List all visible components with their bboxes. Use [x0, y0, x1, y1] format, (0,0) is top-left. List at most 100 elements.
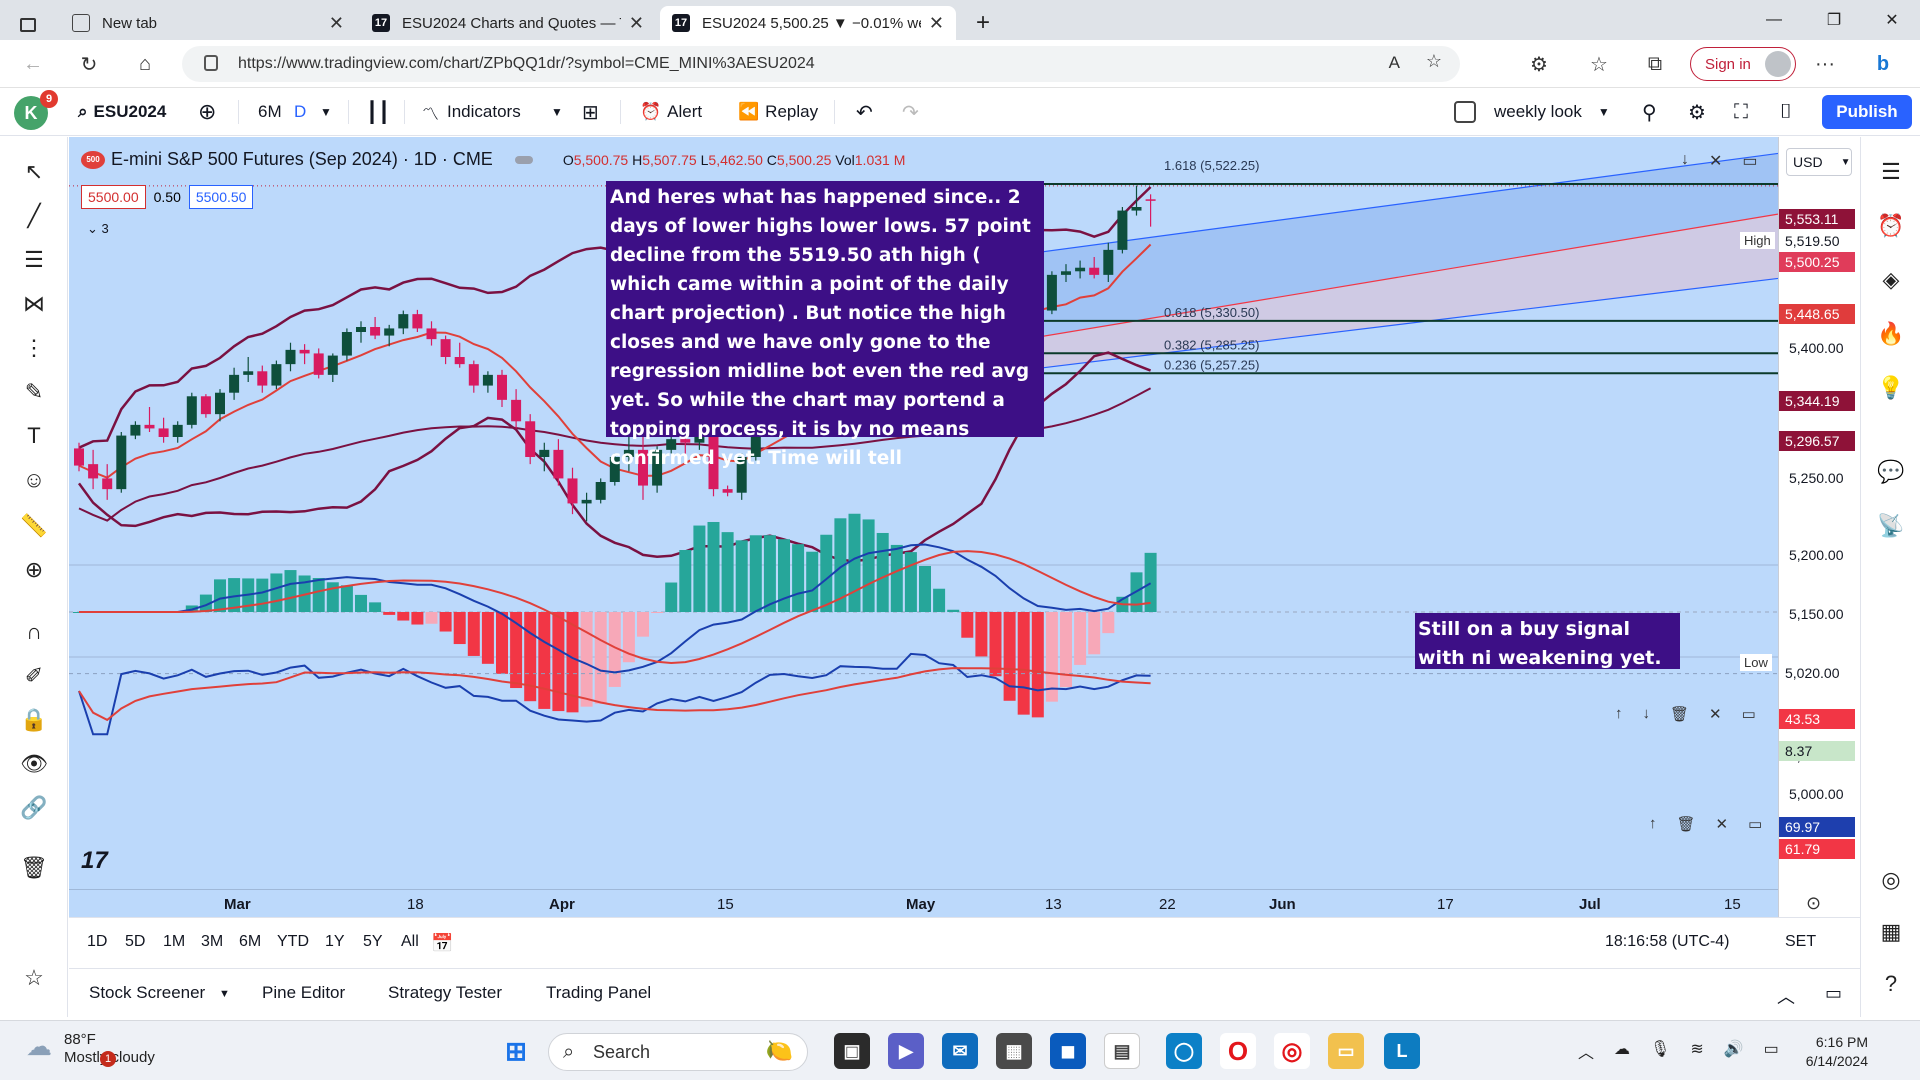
text-icon[interactable]: T: [27, 423, 41, 448]
volume-icon[interactable]: 🔊: [1723, 1041, 1744, 1058]
range-button-1y[interactable]: 1Y: [325, 933, 345, 950]
pattern-icon[interactable]: ⋈: [23, 291, 45, 316]
symbol-search[interactable]: ⌕ ESU2024: [78, 88, 166, 136]
chevron-down-icon[interactable]: ▼: [219, 988, 230, 1000]
close-icon[interactable]: ✕: [328, 12, 344, 33]
ruler-icon[interactable]: 📏: [20, 513, 48, 538]
trash-icon[interactable]: 🗑: [1670, 706, 1690, 723]
favorites-icon[interactable]: ☆: [1590, 53, 1608, 76]
compare-symbol-icon[interactable]: ⊕: [198, 99, 217, 124]
goto-date-icon[interactable]: 📅: [431, 933, 454, 953]
forecast-icon[interactable]: ⋮: [23, 335, 45, 360]
store-icon[interactable]: ◼: [1050, 1033, 1086, 1069]
currency-select[interactable]: USD ▼: [1786, 148, 1852, 176]
trend-line-icon[interactable]: ╱: [27, 203, 41, 228]
range-button-3m[interactable]: 3M: [201, 933, 224, 950]
collapse-panel-icon[interactable]: ︿: [1777, 987, 1795, 1007]
launcher-icon[interactable]: L: [1384, 1033, 1420, 1069]
indicators-button[interactable]: 〽 Indicators: [422, 88, 521, 136]
maximize-icon[interactable]: ▭: [1742, 153, 1758, 170]
collections-icon[interactable]: ⧉: [1647, 52, 1663, 75]
brush-icon[interactable]: ✎: [24, 379, 44, 404]
collapse-icon[interactable]: ✕: [1709, 706, 1722, 723]
wifi-icon[interactable]: ≋: [1690, 1041, 1704, 1058]
price-chart[interactable]: 1.618 (5,522.25) 0.618 (5,330.50) 0.382 (5…: [69, 137, 1778, 889]
time-axis[interactable]: Mar 18 Apr 15 May 13 22 Jun 17 Jul 15: [69, 889, 1778, 917]
taskbar-clock[interactable]: 6:16 PM 6/14/2024: [1798, 1033, 1868, 1071]
axis-settings-icon[interactable]: ⊙: [1806, 893, 1822, 913]
read-aloud-icon[interactable]: A: [1388, 53, 1400, 72]
alerts-clock-icon[interactable]: ⏰: [1877, 213, 1905, 238]
settings-icon[interactable]: ⚙: [1688, 101, 1706, 124]
emoji-icon[interactable]: ☺: [22, 467, 46, 492]
mail-icon[interactable]: ✉: [942, 1033, 978, 1069]
move-up-icon[interactable]: ↑: [1615, 705, 1623, 722]
chat-icon[interactable]: 💬: [1877, 459, 1905, 484]
tab-esu-active[interactable]: 17 ESU2024 5,500.25 ▼ −0.01% wee ✕: [660, 6, 956, 40]
magnet-icon[interactable]: ∩: [26, 619, 42, 644]
undo-icon[interactable]: ↶: [856, 101, 873, 124]
chevron-up-icon[interactable]: ︿: [1578, 1045, 1595, 1062]
candles-icon[interactable]: ┃┃: [366, 101, 391, 124]
tab-new[interactable]: New tab ✕: [60, 6, 356, 40]
chart-pane[interactable]: 1.618 (5,522.25) 0.618 (5,330.50) 0.382 (5…: [69, 137, 1860, 917]
sign-in-button[interactable]: Sign in: [1690, 47, 1796, 81]
opera-gx-icon[interactable]: ◎: [1274, 1033, 1310, 1069]
tab-esu-charts[interactable]: 17 ESU2024 Charts and Quotes — T ✕: [360, 6, 656, 40]
range-button-1m[interactable]: 1M: [163, 933, 186, 950]
extensions-icon[interactable]: ⚙: [1530, 53, 1548, 76]
indicators-collapse[interactable]: ⌄ 3: [87, 221, 109, 236]
range-button-all[interactable]: All: [401, 933, 419, 950]
maximize-icon[interactable]: ▭: [1748, 816, 1763, 833]
calendar-icon[interactable]: ▦: [1880, 919, 1902, 944]
chevron-down-icon[interactable]: ▼: [320, 105, 332, 119]
range-button-5d[interactable]: 5D: [125, 933, 146, 950]
range-button-ytd[interactable]: YTD: [277, 933, 309, 950]
close-icon[interactable]: ✕: [928, 12, 944, 33]
close-window-icon[interactable]: ✕: [1885, 12, 1899, 29]
bottom-tab-3[interactable]: Trading Panel: [546, 983, 652, 1002]
collapse-icon[interactable]: ✕: [1709, 153, 1723, 170]
range-button-6m[interactable]: 6M: [239, 933, 262, 950]
home-icon[interactable]: ⌂: [138, 52, 152, 75]
cursor-icon[interactable]: ↖: [24, 159, 44, 184]
onedrive-icon[interactable]: ☁: [1614, 1041, 1631, 1058]
tab-actions-button[interactable]: [8, 8, 60, 42]
notepad-icon[interactable]: ▤: [1104, 1033, 1140, 1069]
opera-icon[interactable]: O: [1220, 1033, 1256, 1069]
chevron-down-icon[interactable]: ▼: [551, 105, 563, 119]
favorite-add-icon[interactable]: ☆: [1425, 51, 1442, 71]
annotation-secondary[interactable]: Still on a buy signal with ni weakening …: [1415, 613, 1680, 669]
legend-eye-icon[interactable]: [514, 155, 533, 164]
new-tab-button[interactable]: +: [976, 9, 991, 36]
star-icon[interactable]: ☆: [24, 965, 44, 990]
watchlist-icon[interactable]: ☰: [1881, 159, 1901, 184]
maximize-panel-icon[interactable]: ▭: [1825, 983, 1843, 1003]
minimize-icon[interactable]: —: [1766, 11, 1782, 28]
restore-icon[interactable]: ❐: [1826, 12, 1842, 29]
reload-icon[interactable]: ↻: [80, 53, 98, 76]
range-button-1d[interactable]: 1D: [87, 933, 108, 950]
publish-button[interactable]: Publish: [1822, 95, 1912, 129]
fib-icon[interactable]: ☰: [24, 247, 44, 272]
battery-icon[interactable]: ▭: [1763, 1041, 1779, 1058]
microphone-icon[interactable]: 🎙: [1650, 1041, 1671, 1058]
start-icon[interactable]: ⊞: [505, 1035, 527, 1066]
layers-icon[interactable]: ◈: [1882, 267, 1900, 292]
zoom-in-icon[interactable]: ⊕: [24, 557, 44, 582]
sell-button[interactable]: 5500.00: [81, 185, 146, 209]
app-icon[interactable]: ◯: [1166, 1033, 1202, 1069]
file-explorer-icon[interactable]: ▭: [1328, 1033, 1364, 1069]
interval-select[interactable]: D: [294, 88, 306, 136]
trash-icon[interactable]: 🗑: [1676, 816, 1696, 833]
address-bar[interactable]: https://www.tradingview.com/chart/ZPbQQ1…: [182, 46, 1460, 82]
annotation-main[interactable]: And heres what has happened since.. 2 da…: [606, 181, 1044, 469]
price-axis[interactable]: USD ▼ 5,400.00 5,250.00 5,200.00 5,150.00 5,…: [1778, 137, 1860, 937]
help-icon[interactable]: ?: [1884, 971, 1898, 996]
bottom-tab-1[interactable]: Pine Editor: [262, 983, 346, 1002]
user-avatar[interactable]: K 9: [14, 90, 58, 130]
move-up-icon[interactable]: ↑: [1649, 815, 1657, 832]
back-icon[interactable]: ←: [23, 52, 43, 75]
link-icon[interactable]: 🔗: [20, 795, 48, 820]
alert-button[interactable]: ⏰ Alert: [640, 88, 702, 136]
